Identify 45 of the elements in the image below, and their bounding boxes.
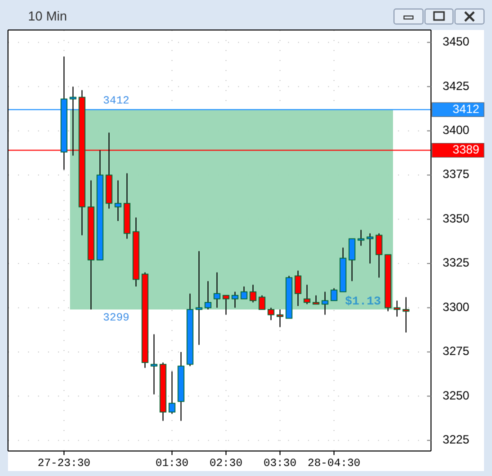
annotation: 3412 bbox=[103, 96, 130, 108]
candlestick bbox=[358, 229, 364, 246]
candlestick bbox=[222, 294, 230, 316]
candlestick bbox=[168, 370, 176, 414]
candlestick bbox=[322, 291, 328, 316]
candlestick bbox=[348, 238, 356, 282]
band-label: $1.13 bbox=[344, 294, 381, 308]
y-tick-label: 3350 bbox=[442, 211, 470, 226]
y-tick-label: 3325 bbox=[442, 256, 470, 270]
x-tick-label: 28-04:30 bbox=[308, 458, 360, 470]
y-tick-label: 3225 bbox=[442, 432, 470, 447]
x-tick-label: 02:30 bbox=[209, 458, 243, 470]
y-tick-label: 3425 bbox=[442, 78, 470, 93]
x-tick-label: 27-23:30 bbox=[38, 458, 90, 470]
candlestick bbox=[214, 272, 220, 308]
candlestick bbox=[114, 180, 122, 222]
candlestick bbox=[376, 232, 382, 278]
candlestick bbox=[402, 296, 410, 333]
candlestick bbox=[232, 291, 238, 308]
y-tick-label: 3300 bbox=[442, 300, 470, 314]
ref-line-label: 3389 bbox=[452, 142, 480, 156]
candlestick bbox=[330, 288, 338, 302]
candlestick bbox=[250, 284, 256, 303]
candlestick bbox=[304, 284, 310, 305]
x-tick-label: 03:30 bbox=[263, 458, 297, 470]
annotation: 3299 bbox=[103, 312, 130, 324]
y-tick-label: 3275 bbox=[442, 344, 470, 358]
candlestick bbox=[394, 300, 400, 318]
x-tick-label: 01:30 bbox=[155, 458, 189, 470]
candlestick bbox=[366, 232, 374, 264]
candlestick bbox=[240, 286, 248, 300]
ref-line-label: 3412 bbox=[452, 102, 480, 116]
candlestick bbox=[70, 86, 76, 156]
candlestick bbox=[258, 294, 266, 310]
chart-title: 10 Min bbox=[28, 8, 68, 24]
y-tick-label: 3450 bbox=[442, 34, 470, 49]
candlestick bbox=[276, 308, 284, 328]
candlestick bbox=[150, 334, 158, 395]
y-tick-label: 3375 bbox=[442, 167, 470, 182]
candlestick bbox=[196, 250, 202, 346]
y-tick-label: 3400 bbox=[442, 123, 470, 137]
candlestick bbox=[268, 307, 274, 321]
candlestick bbox=[294, 270, 302, 306]
y-tick-label: 3250 bbox=[442, 388, 470, 402]
candlestick bbox=[204, 280, 212, 310]
